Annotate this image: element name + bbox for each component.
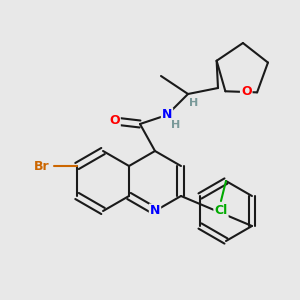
- Text: O: O: [241, 85, 252, 98]
- Text: H: H: [189, 98, 199, 108]
- Text: H: H: [171, 120, 181, 130]
- Text: O: O: [109, 115, 120, 128]
- Text: N: N: [162, 109, 172, 122]
- Text: Cl: Cl: [214, 205, 228, 218]
- Text: N: N: [150, 205, 160, 218]
- Text: Br: Br: [34, 160, 50, 172]
